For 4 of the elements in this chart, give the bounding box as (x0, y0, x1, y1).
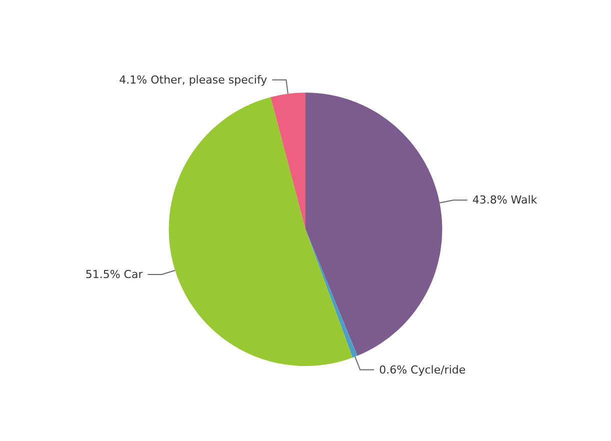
slice-label: 4.1% Other, please specify (119, 73, 268, 86)
slice-label: 51.5% Car (85, 268, 144, 282)
slice-label: 43.8% Walk (472, 194, 538, 207)
slice-label: 0.6% Cycle/ride (379, 363, 466, 376)
